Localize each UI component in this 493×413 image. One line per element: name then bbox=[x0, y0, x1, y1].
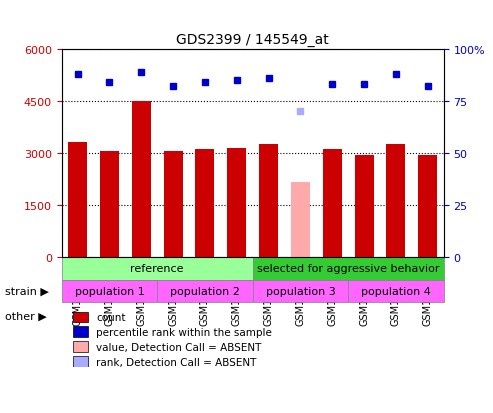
Bar bbox=[73, 312, 88, 322]
Bar bbox=[354, 155, 374, 257]
Bar bbox=[132, 102, 151, 257]
Text: value, Detection Call = ABSENT: value, Detection Call = ABSENT bbox=[96, 342, 261, 352]
FancyBboxPatch shape bbox=[62, 257, 252, 280]
Text: population 4: population 4 bbox=[361, 286, 431, 296]
Text: selected for aggressive behavior: selected for aggressive behavior bbox=[257, 263, 439, 273]
Bar bbox=[387, 145, 405, 257]
Title: GDS2399 / 145549_at: GDS2399 / 145549_at bbox=[176, 33, 329, 47]
Text: other ▶: other ▶ bbox=[5, 311, 47, 321]
Bar bbox=[418, 155, 437, 257]
Bar bbox=[291, 183, 310, 257]
Bar bbox=[195, 150, 214, 257]
Bar bbox=[259, 145, 278, 257]
Text: percentile rank within the sample: percentile rank within the sample bbox=[96, 327, 272, 337]
Bar bbox=[227, 148, 246, 257]
Bar bbox=[73, 356, 88, 367]
FancyBboxPatch shape bbox=[157, 280, 252, 303]
Text: population 1: population 1 bbox=[74, 286, 144, 296]
Bar bbox=[100, 152, 119, 257]
Text: population 3: population 3 bbox=[266, 286, 335, 296]
Bar bbox=[323, 150, 342, 257]
FancyBboxPatch shape bbox=[62, 280, 157, 303]
FancyBboxPatch shape bbox=[348, 280, 444, 303]
Text: rank, Detection Call = ABSENT: rank, Detection Call = ABSENT bbox=[96, 357, 256, 367]
Text: reference: reference bbox=[130, 263, 184, 273]
Bar bbox=[73, 327, 88, 337]
Bar bbox=[73, 342, 88, 352]
FancyBboxPatch shape bbox=[252, 257, 444, 280]
Text: strain ▶: strain ▶ bbox=[5, 286, 49, 296]
Text: population 2: population 2 bbox=[170, 286, 240, 296]
Bar bbox=[164, 152, 182, 257]
FancyBboxPatch shape bbox=[252, 280, 348, 303]
Bar bbox=[68, 143, 87, 257]
Text: count: count bbox=[96, 312, 126, 322]
